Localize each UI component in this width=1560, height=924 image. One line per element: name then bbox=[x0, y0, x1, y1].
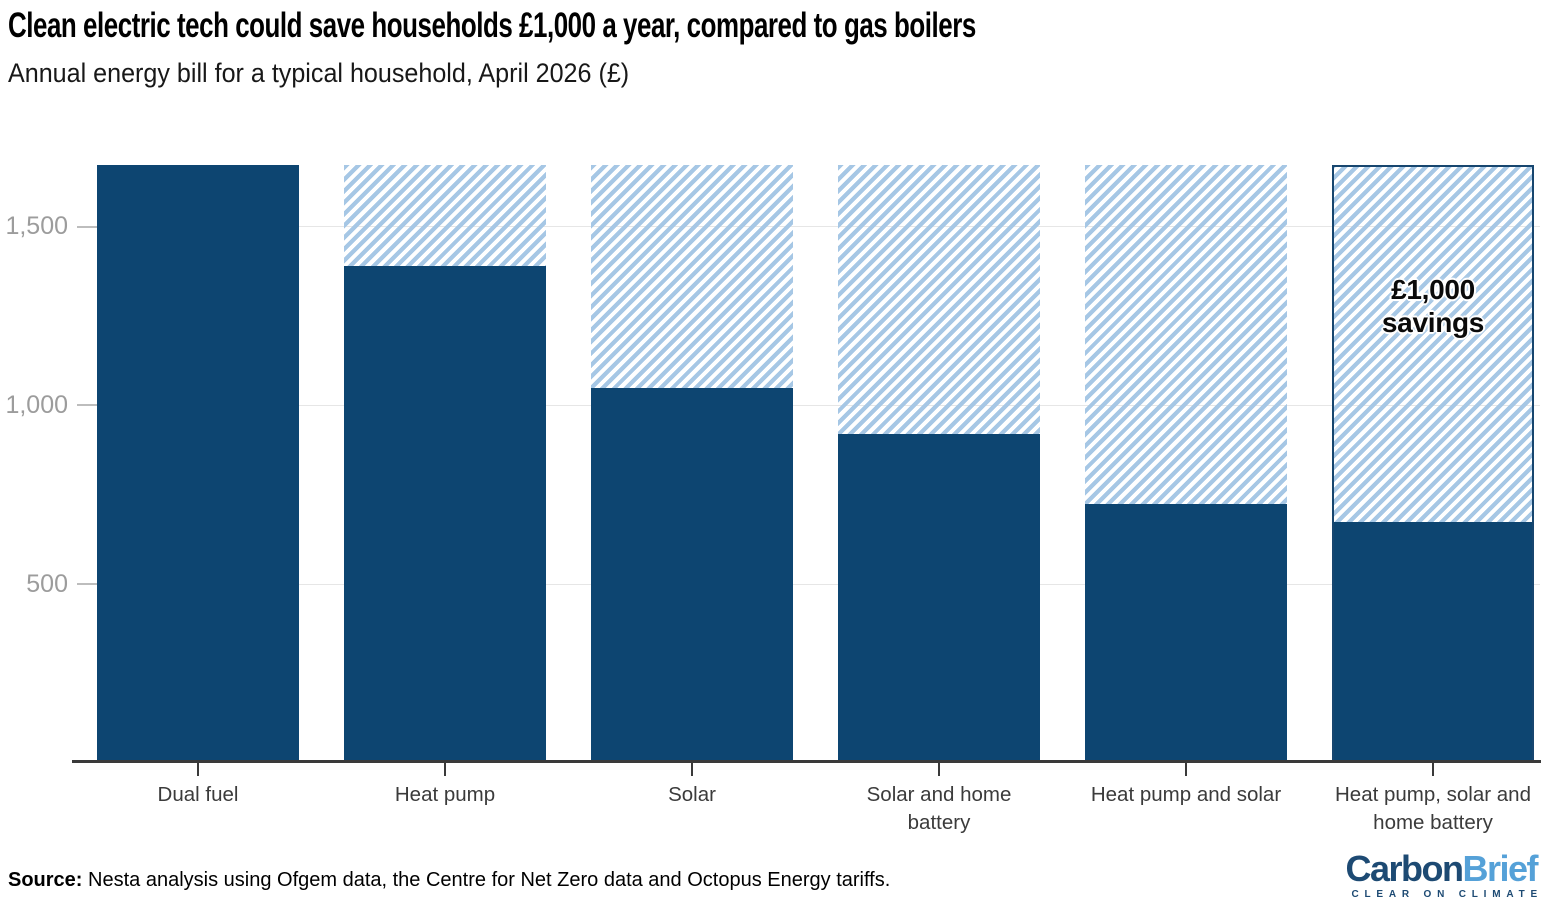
x-axis-label-heat-pump-solar-and-home-battery: Heat pump, solar and home battery bbox=[1334, 783, 1531, 835]
chart-title: Clean electric tech could save household… bbox=[8, 6, 976, 45]
x-axis-label-solar-and-home-battery: Solar and home battery bbox=[866, 783, 1012, 835]
logo-word-brief: Brief bbox=[1462, 848, 1538, 889]
x-tick-solar bbox=[691, 763, 693, 776]
bar-solar bbox=[591, 165, 793, 762]
gridline-1-000 bbox=[77, 404, 1540, 406]
bar-solar-and-home-battery bbox=[838, 165, 1040, 762]
y-axis-label-500: 500 bbox=[26, 569, 68, 598]
x-axis-label-heat-pump: Heat pump bbox=[394, 783, 496, 806]
logo-word-carbon: Carbon bbox=[1345, 848, 1464, 889]
bar-heat-pump-solar-and-home-battery: £1,000 savings bbox=[1332, 165, 1534, 762]
source-note: Source: Nesta analysis using Ofgem data,… bbox=[8, 869, 890, 892]
x-axis-label-solar: Solar bbox=[668, 783, 716, 806]
bar-heat-pump-and-solar bbox=[1085, 165, 1287, 762]
bar-segment-bill-solid bbox=[1085, 503, 1287, 762]
logo-tagline: CLEAR ON CLIMATE bbox=[1351, 888, 1543, 900]
bar-segment-bill-solid bbox=[97, 165, 299, 762]
y-tick-1-500 bbox=[77, 225, 97, 228]
bar-segment-savings-hatched bbox=[838, 165, 1040, 434]
bar-segment-savings-hatched bbox=[1085, 165, 1287, 504]
bar-segment-savings-hatched bbox=[344, 165, 546, 266]
gridline-1-500 bbox=[77, 226, 1540, 228]
x-tick-heat-pump bbox=[444, 763, 446, 776]
y-axis-label-1-000: 1,000 bbox=[5, 390, 68, 419]
x-tick-dual-fuel bbox=[197, 763, 199, 776]
bar-segment-savings-hatched bbox=[591, 165, 793, 388]
chart-subtitle: Annual energy bill for a typical househo… bbox=[8, 58, 630, 88]
bar-segment-bill-solid bbox=[838, 433, 1040, 762]
bar-segment-bill-solid bbox=[591, 387, 793, 762]
savings-annotation-line1: £1,000 bbox=[1391, 274, 1475, 305]
x-tick-solar-and-home-battery bbox=[938, 763, 940, 776]
savings-annotation-line2: savings bbox=[1381, 307, 1485, 339]
bar-heat-pump bbox=[344, 165, 546, 762]
x-axis-label-dual-fuel: Dual fuel bbox=[157, 783, 239, 806]
bar-segment-savings-hatched bbox=[1332, 165, 1534, 523]
logo-wordmark: CarbonBrief bbox=[1345, 848, 1538, 889]
bar-segment-bill-solid bbox=[1332, 522, 1534, 762]
carbonbrief-logo: CarbonBrief CLEAR ON CLIMATE bbox=[1345, 848, 1538, 900]
bar-dual-fuel bbox=[97, 165, 299, 762]
x-axis-line bbox=[72, 760, 1541, 763]
source-text: Nesta analysis using Ofgem data, the Cen… bbox=[82, 869, 891, 891]
y-axis-label-1-500: 1,500 bbox=[5, 212, 68, 241]
savings-annotation: £1,000 savings bbox=[1332, 273, 1534, 339]
x-axis-label-heat-pump-and-solar: Heat pump and solar bbox=[1090, 783, 1282, 806]
x-tick-heat-pump-solar-and-home-battery bbox=[1432, 763, 1434, 776]
y-tick-500 bbox=[77, 583, 97, 585]
gridline-500 bbox=[77, 583, 1540, 585]
y-tick-1-000 bbox=[77, 404, 97, 407]
x-tick-heat-pump-and-solar bbox=[1185, 763, 1187, 776]
source-label: Source: bbox=[8, 869, 83, 891]
bar-segment-bill-solid bbox=[344, 265, 546, 762]
